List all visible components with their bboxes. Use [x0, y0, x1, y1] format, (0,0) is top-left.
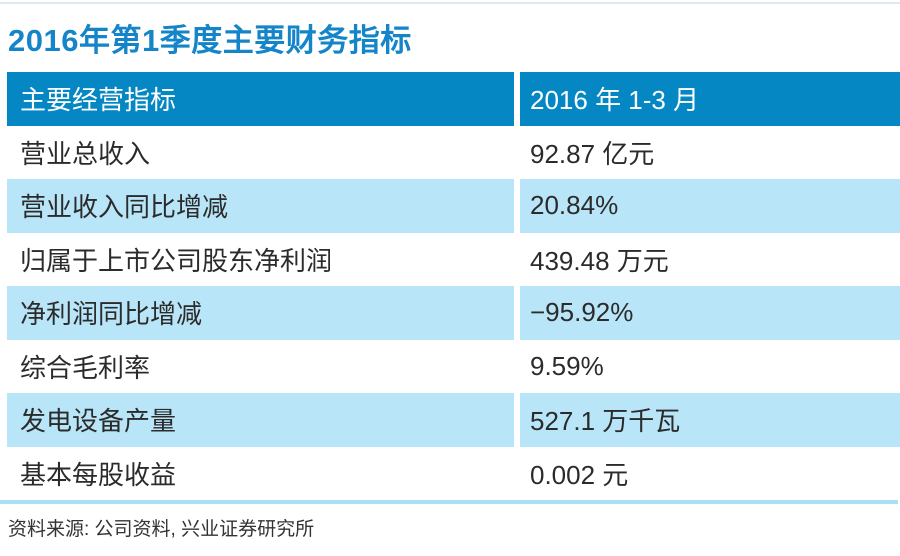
row-value-cell: 0.002 元 [520, 446, 900, 500]
row-label-cell: 营业收入同比增减 [7, 179, 514, 233]
table-row: 综合毛利率 9.59% [7, 339, 900, 393]
row-value-cell: 9.59% [520, 339, 900, 393]
row-value-cell: 20.84% [520, 179, 900, 233]
row-label-cell: 综合毛利率 [7, 339, 514, 393]
row-label-cell: 归属于上市公司股东净利润 [7, 232, 514, 286]
table-row: 营业总收入 92.87 亿元 [7, 125, 900, 179]
financial-table: 主要经营指标 2016 年 1-3 月 营业总收入 92.87 亿元 营业收入同… [7, 72, 900, 500]
row-label-cell: 营业总收入 [7, 125, 514, 179]
top-rule [0, 2, 900, 4]
row-label-cell: 净利润同比增减 [7, 286, 514, 340]
table-body: 营业总收入 92.87 亿元 营业收入同比增减 20.84% 归属于上市公司股东… [7, 125, 900, 500]
table-row: 净利润同比增减 −95.92% [7, 286, 900, 340]
table-row: 营业收入同比增减 20.84% [7, 179, 900, 233]
header-indicator-cell: 主要经营指标 [7, 72, 514, 126]
bottom-rule [0, 500, 898, 504]
row-label-cell: 发电设备产量 [7, 393, 514, 447]
source-note: 资料来源: 公司资料, 兴业证券研究所 [8, 519, 315, 540]
table-header: 主要经营指标 2016 年 1-3 月 [7, 72, 900, 126]
header-period-cell: 2016 年 1-3 月 [520, 72, 900, 126]
table-row: 基本每股收益 0.002 元 [7, 446, 900, 500]
row-value-cell: 92.87 亿元 [520, 125, 900, 179]
table-row: 归属于上市公司股东净利润 439.48 万元 [7, 232, 900, 286]
row-value-cell: −95.92% [520, 286, 900, 340]
row-value-cell: 527.1 万千瓦 [520, 393, 900, 447]
row-label-cell: 基本每股收益 [7, 446, 514, 500]
row-value-cell: 439.48 万元 [520, 232, 900, 286]
page-title: 2016年第1季度主要财务指标 [8, 23, 412, 58]
table-header-row: 主要经营指标 2016 年 1-3 月 [7, 72, 900, 126]
table-row: 发电设备产量 527.1 万千瓦 [7, 393, 900, 447]
